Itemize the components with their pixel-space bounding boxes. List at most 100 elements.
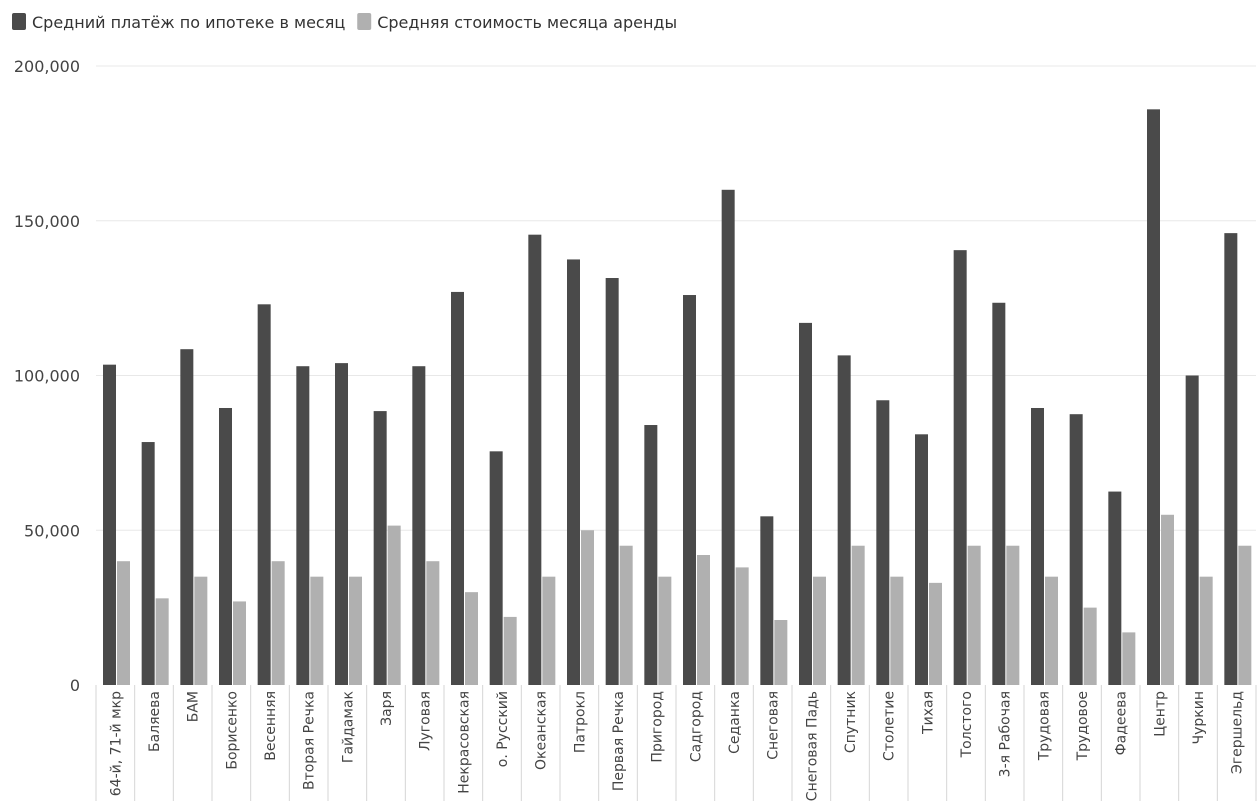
x-tick-label: Снеговая Падь (804, 691, 820, 801)
bar-rent-1 (117, 561, 130, 685)
bar-rent-10 (465, 592, 478, 685)
legend-label-1: Средний платёж по ипотеке в месяц (32, 13, 345, 32)
y-tick-label: 200,000 (14, 57, 80, 76)
bar-mortgage-25 (1031, 407, 1044, 685)
x-tick-label: Трудовая (1036, 691, 1052, 761)
bar-rent-16 (697, 555, 710, 685)
x-tick-label: Весенняя (263, 691, 279, 761)
x-tick-label: Баляева (147, 691, 163, 752)
bar-mortgage-22 (915, 434, 928, 685)
y-tick-label: 0 (70, 676, 80, 695)
x-tick-label: Гайдамак (340, 691, 356, 763)
bar-mortgage-17 (721, 189, 735, 686)
bar-mortgage-24 (992, 302, 1006, 685)
bar-rent-9 (426, 561, 440, 685)
bar-mortgage-7 (335, 363, 348, 685)
legend-swatch-1 (12, 13, 26, 30)
bar-rent-7 (349, 576, 362, 685)
bars (103, 109, 1252, 686)
bar-mortgage-15 (644, 425, 658, 685)
x-tick-label: Луговая (418, 691, 434, 751)
x-tick-label: Пригород (650, 691, 666, 763)
bar-rent-4 (233, 601, 246, 685)
y-axis-tick-labels: 0 50,000 100,000 150,000 200,000 (14, 57, 80, 695)
x-tick-label: Спутник (843, 691, 859, 753)
bar-rent-24 (1006, 545, 1020, 685)
bar-mortgage-5 (257, 304, 271, 685)
bar-mortgage-20 (837, 355, 851, 685)
x-tick-label: Вторая Речка (302, 691, 318, 790)
x-tick-label: 3-я Рабочая (998, 691, 1014, 777)
bar-rent-13 (581, 530, 594, 685)
x-tick-label: Трудовое (1075, 691, 1091, 761)
x-tick-label: Столетие (882, 691, 898, 761)
x-tick-label: Чуркин (1191, 691, 1207, 744)
bar-rent-26 (1083, 607, 1097, 685)
bar-mortgage-2 (141, 442, 155, 685)
x-tick-label: Тихая (920, 691, 936, 735)
bar-mortgage-4 (219, 407, 232, 685)
bar-rent-23 (967, 545, 981, 685)
bar-mortgage-29 (1185, 375, 1199, 685)
y-tick-label: 100,000 (14, 367, 80, 386)
bar-rent-11 (503, 616, 517, 685)
bar-mortgage-27 (1108, 491, 1122, 685)
y-tick-label: 150,000 (14, 212, 80, 231)
bar-mortgage-21 (876, 400, 890, 685)
legend: Средний платёж по ипотеке в месяц Средняя… (12, 13, 677, 32)
x-tick-label: Седанка (727, 691, 743, 754)
x-tick-label: Фадеева (1114, 691, 1130, 755)
bar-rent-27 (1122, 632, 1136, 685)
x-tick-label: о. Русский (495, 691, 511, 767)
bar-mortgage-6 (296, 366, 310, 685)
grid-lines (96, 65, 1256, 531)
bar-mortgage-30 (1224, 233, 1238, 685)
bar-mortgage-3 (180, 349, 194, 685)
bar-rent-17 (735, 567, 749, 685)
bar-mortgage-8 (373, 411, 387, 685)
bar-rent-25 (1045, 576, 1058, 685)
legend-label-2: Средняя стоимость месяца аренды (377, 13, 677, 32)
bar-rent-12 (542, 576, 556, 685)
bar-mortgage-1 (103, 364, 116, 685)
bar-mortgage-26 (1069, 414, 1083, 685)
bar-rent-21 (890, 576, 904, 685)
x-tick-label: Садгород (688, 691, 704, 762)
bar-rent-5 (271, 561, 285, 685)
bar-rent-14 (619, 545, 633, 685)
bar-rent-2 (155, 598, 169, 685)
bar-rent-6 (310, 576, 324, 685)
bar-rent-28 (1161, 514, 1174, 685)
x-tick-label: Эгершельд (1230, 691, 1246, 774)
x-tick-label: 64-й, 71-й мкр (108, 691, 124, 796)
x-tick-label: Первая Речка (611, 691, 627, 791)
bar-rent-18 (774, 620, 788, 685)
bar-rent-29 (1199, 576, 1213, 685)
x-tick-label: Заря (379, 691, 395, 726)
bar-mortgage-11 (489, 451, 503, 685)
x-axis-tick-labels: 64-й, 71-й мкр Баляева БАМ Борисенко Весення… (108, 691, 1245, 801)
bar-mortgage-12 (528, 234, 542, 686)
x-tick-label: Океанская (534, 691, 550, 770)
bar-mortgage-28 (1147, 109, 1160, 685)
x-tick-label: БАМ (186, 691, 202, 722)
bar-rent-20 (851, 545, 865, 685)
category-separators (95, 685, 1257, 801)
x-tick-label: Борисенко (224, 691, 240, 770)
legend-swatch-2 (357, 13, 372, 30)
bar-mortgage-14 (605, 278, 619, 685)
x-tick-label: Толстого (959, 691, 975, 758)
y-tick-label: 50,000 (24, 521, 80, 540)
x-tick-label: Патрокл (572, 691, 588, 753)
x-tick-label: Снеговая (766, 691, 782, 760)
bar-rent-19 (813, 576, 826, 685)
bar-rent-15 (658, 576, 672, 685)
bar-mortgage-10 (451, 291, 464, 685)
bar-mortgage-18 (760, 516, 774, 685)
bar-mortgage-23 (953, 250, 967, 685)
bar-rent-22 (929, 582, 942, 685)
bar-rent-30 (1238, 545, 1252, 685)
x-tick-label: Центр (1152, 691, 1168, 737)
